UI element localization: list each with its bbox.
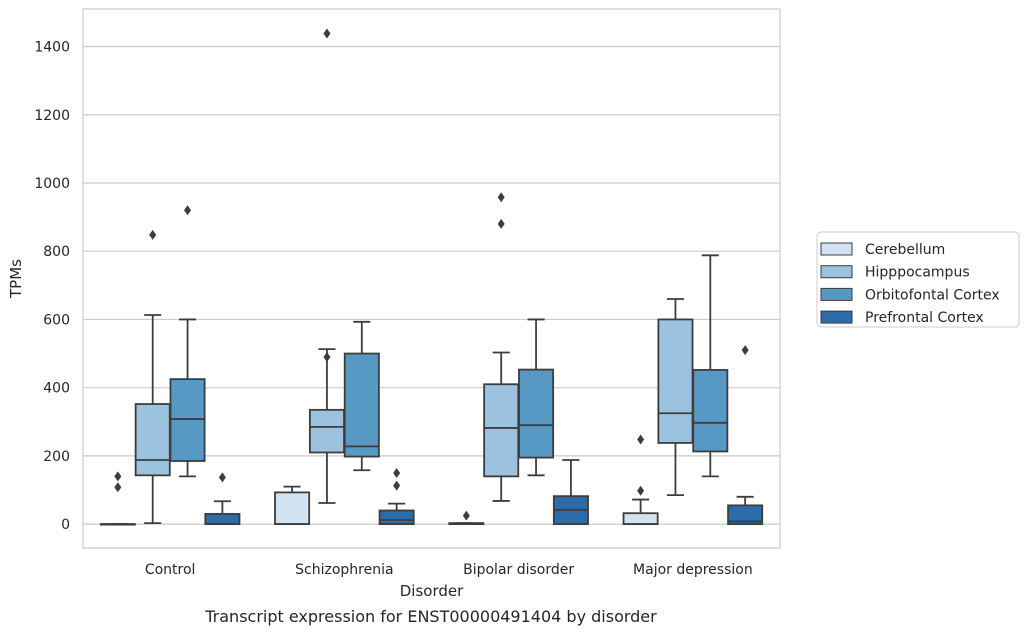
box-body — [657, 318, 694, 444]
x-axis-label: Disorder — [400, 582, 464, 600]
box-body — [134, 403, 171, 477]
outlier-point — [184, 205, 192, 216]
outlier-point — [323, 351, 331, 362]
outlier-point — [114, 471, 122, 482]
x-tick-label: Major depression — [633, 562, 753, 578]
box-body — [343, 352, 380, 458]
outlier-point — [218, 472, 226, 483]
outlier-point — [637, 485, 645, 496]
box-body — [169, 378, 206, 462]
x-tick-label: Bipolar disorder — [463, 562, 574, 578]
box-series — [99, 28, 764, 526]
legend-label: Prefrontal Cortex — [865, 310, 984, 326]
legend-swatch — [820, 242, 853, 256]
legend: Cerebellum Hipppocampus Orbitofontal Corte… — [816, 231, 1020, 328]
outlier-point — [497, 192, 505, 203]
series-orbitofontal-cortex — [169, 205, 729, 478]
box-body — [622, 512, 659, 526]
box-body — [518, 368, 555, 459]
outlier-point — [741, 345, 749, 356]
box-body — [204, 512, 241, 526]
box-body — [483, 383, 520, 478]
outlier-point — [149, 229, 157, 240]
box-body — [727, 504, 764, 526]
box-body — [308, 408, 345, 454]
series-cerebellum — [99, 434, 659, 526]
legend-frame — [816, 231, 1020, 328]
chart-caption: Transcript expression for ENST0000049140… — [204, 607, 657, 626]
legend-label: Orbitofontal Cortex — [865, 287, 1000, 303]
y-tick-label: 600 — [43, 312, 70, 328]
outlier-point — [323, 28, 331, 39]
box-body — [692, 369, 729, 453]
y-tick-label: 400 — [43, 381, 70, 397]
x-tick-labels: Control Schizophrenia Bipolar disorder Majo… — [145, 562, 753, 578]
y-tick-label: 1000 — [34, 176, 70, 192]
outlier-point — [462, 510, 470, 521]
y-tick-label: 800 — [43, 244, 70, 260]
legend-label: Cerebellum — [865, 242, 945, 258]
y-tick-label: 200 — [43, 449, 70, 465]
outlier-point — [497, 218, 505, 229]
y-tick-label: 1200 — [34, 108, 70, 124]
series-hipppocampus — [134, 28, 694, 524]
y-tick-labels: 0 200 400 600 800 1000 1200 1400 — [34, 40, 70, 534]
y-axis-label: TPMs — [7, 259, 25, 299]
plot-frame — [82, 8, 781, 549]
legend-label: Hipppocampus — [865, 265, 970, 281]
x-tick-label: Schizophrenia — [295, 562, 393, 578]
legend-swatch — [820, 310, 853, 324]
series-prefrontal-cortex — [204, 345, 764, 526]
outlier-point — [114, 482, 122, 493]
y-tick-label: 1400 — [34, 40, 70, 56]
legend-swatch — [820, 265, 853, 279]
box-body — [274, 491, 311, 526]
legend-swatch — [820, 287, 853, 301]
outlier-point — [637, 434, 645, 445]
box-body — [378, 509, 415, 526]
outlier-point — [393, 467, 401, 478]
outlier-point — [393, 480, 401, 491]
x-tick-label: Control — [145, 562, 196, 578]
y-tick-label: 0 — [61, 517, 70, 533]
